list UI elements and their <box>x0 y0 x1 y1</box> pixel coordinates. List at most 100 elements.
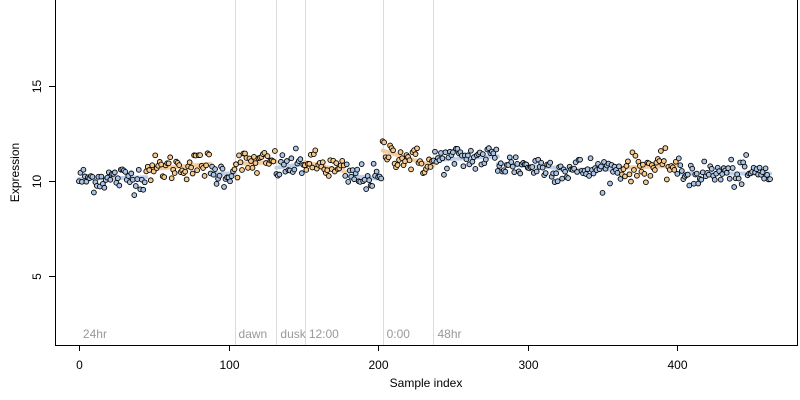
data-point <box>674 170 681 177</box>
data-point <box>168 175 175 182</box>
data-point <box>369 183 375 189</box>
data-point <box>272 148 278 154</box>
marker-label: dusk <box>280 327 306 341</box>
x-axis-title: Sample index <box>390 376 463 390</box>
data-point <box>201 173 208 179</box>
x-tick-label: 400 <box>667 358 687 372</box>
data-point <box>381 139 387 146</box>
data-point <box>252 160 259 166</box>
data-point <box>438 150 444 156</box>
data-point <box>547 159 554 166</box>
data-point <box>565 175 571 181</box>
data-point <box>147 177 154 184</box>
data-point <box>677 162 684 169</box>
data-point <box>183 176 190 183</box>
data-point <box>729 165 736 171</box>
data-point <box>351 176 358 183</box>
data-point <box>508 159 515 165</box>
data-point <box>370 160 377 167</box>
data-point <box>114 175 121 182</box>
data-point <box>129 176 136 183</box>
data-point <box>418 160 425 167</box>
data-point <box>698 176 705 183</box>
data-point <box>298 170 305 176</box>
data-point <box>111 169 118 176</box>
data-point <box>678 168 685 174</box>
data-point <box>450 149 456 156</box>
data-point <box>402 158 408 165</box>
data-point <box>599 190 606 196</box>
data-point <box>264 153 271 159</box>
data-point <box>216 172 223 179</box>
data-point <box>358 161 365 167</box>
data-point <box>542 170 549 176</box>
data-point <box>717 176 724 183</box>
data-point <box>689 165 696 172</box>
data-point <box>708 165 715 172</box>
data-point <box>538 159 545 166</box>
data-point <box>128 170 135 177</box>
data-point <box>281 161 287 168</box>
marker-label: dawn <box>239 327 268 341</box>
x-tick-label: 100 <box>219 358 239 372</box>
data-point <box>210 171 217 178</box>
data-point <box>539 164 546 171</box>
data-point <box>203 162 209 169</box>
data-point <box>432 148 438 155</box>
data-point <box>735 175 742 182</box>
data-point <box>616 163 622 170</box>
data-point <box>482 156 489 163</box>
data-point <box>562 168 568 175</box>
data-point <box>342 173 349 179</box>
data-point <box>394 162 401 168</box>
data-point <box>664 176 670 183</box>
data-point <box>293 145 299 152</box>
data-point <box>98 173 105 180</box>
data-point <box>186 159 193 166</box>
data-point <box>161 174 168 180</box>
data-point <box>444 165 450 172</box>
data-point <box>237 159 244 166</box>
data-point <box>631 167 637 173</box>
data-point <box>705 171 712 178</box>
data-points <box>76 138 773 198</box>
data-point <box>622 173 628 180</box>
data-point <box>297 156 304 162</box>
data-point <box>695 180 702 187</box>
data-point <box>189 170 196 177</box>
data-point <box>89 173 96 180</box>
data-point <box>626 171 633 178</box>
data-point <box>221 184 227 190</box>
data-point <box>497 160 504 167</box>
data-point <box>693 170 700 177</box>
data-point <box>165 160 172 167</box>
data-point <box>239 167 245 173</box>
data-point <box>647 172 654 179</box>
data-point <box>167 154 174 161</box>
data-point <box>502 168 509 175</box>
marker-label: 24hr <box>83 327 107 341</box>
data-point <box>756 164 763 171</box>
y-axis: 5 10 15 <box>30 80 55 280</box>
data-point <box>276 171 283 178</box>
x-tick-label: 300 <box>518 358 538 372</box>
data-point <box>234 174 241 181</box>
marker-label: 12:00 <box>309 327 339 341</box>
data-point <box>131 192 138 198</box>
data-point <box>197 152 203 158</box>
data-point <box>511 169 518 176</box>
data-point <box>641 171 648 177</box>
data-point <box>249 165 256 171</box>
data-point <box>397 149 404 155</box>
data-point <box>373 168 380 175</box>
data-point <box>743 152 749 158</box>
data-point <box>406 157 413 164</box>
data-point <box>343 161 350 168</box>
data-point <box>312 147 319 154</box>
data-point <box>640 161 646 168</box>
data-point <box>228 173 235 179</box>
data-point <box>533 168 540 175</box>
x-tick-label: 200 <box>368 358 388 372</box>
data-point <box>378 175 384 182</box>
